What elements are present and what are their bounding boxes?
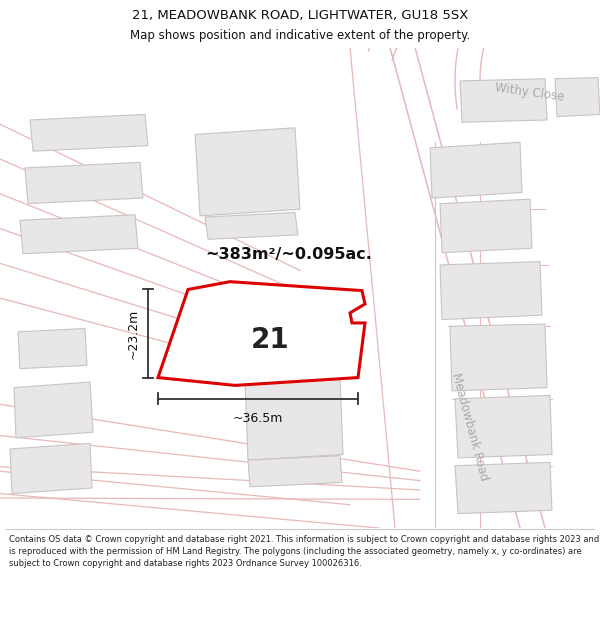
Polygon shape	[10, 443, 92, 494]
Text: ~23.2m: ~23.2m	[127, 308, 140, 359]
Polygon shape	[14, 382, 93, 438]
Text: 21, MEADOWBANK ROAD, LIGHTWATER, GU18 5SX: 21, MEADOWBANK ROAD, LIGHTWATER, GU18 5S…	[132, 9, 468, 21]
Polygon shape	[555, 78, 600, 117]
Polygon shape	[440, 262, 542, 319]
Polygon shape	[195, 127, 300, 216]
Polygon shape	[30, 114, 148, 151]
Text: Withy Close: Withy Close	[494, 81, 566, 103]
Text: 21: 21	[251, 326, 289, 354]
Polygon shape	[205, 213, 298, 239]
Polygon shape	[158, 282, 365, 386]
Text: ~383m²/~0.095ac.: ~383m²/~0.095ac.	[205, 247, 372, 262]
Polygon shape	[245, 378, 343, 460]
Text: Map shows position and indicative extent of the property.: Map shows position and indicative extent…	[130, 29, 470, 42]
Polygon shape	[460, 79, 547, 122]
Polygon shape	[440, 199, 532, 252]
Polygon shape	[18, 329, 87, 369]
Text: Contains OS data © Crown copyright and database right 2021. This information is : Contains OS data © Crown copyright and d…	[9, 535, 599, 568]
Polygon shape	[450, 324, 547, 391]
Polygon shape	[20, 215, 138, 254]
Polygon shape	[248, 456, 342, 487]
Text: Meadowbank Road: Meadowbank Road	[449, 371, 491, 482]
Text: ~36.5m: ~36.5m	[233, 412, 283, 425]
Polygon shape	[25, 162, 143, 204]
Polygon shape	[455, 462, 552, 514]
Polygon shape	[455, 396, 552, 458]
Polygon shape	[430, 142, 522, 198]
